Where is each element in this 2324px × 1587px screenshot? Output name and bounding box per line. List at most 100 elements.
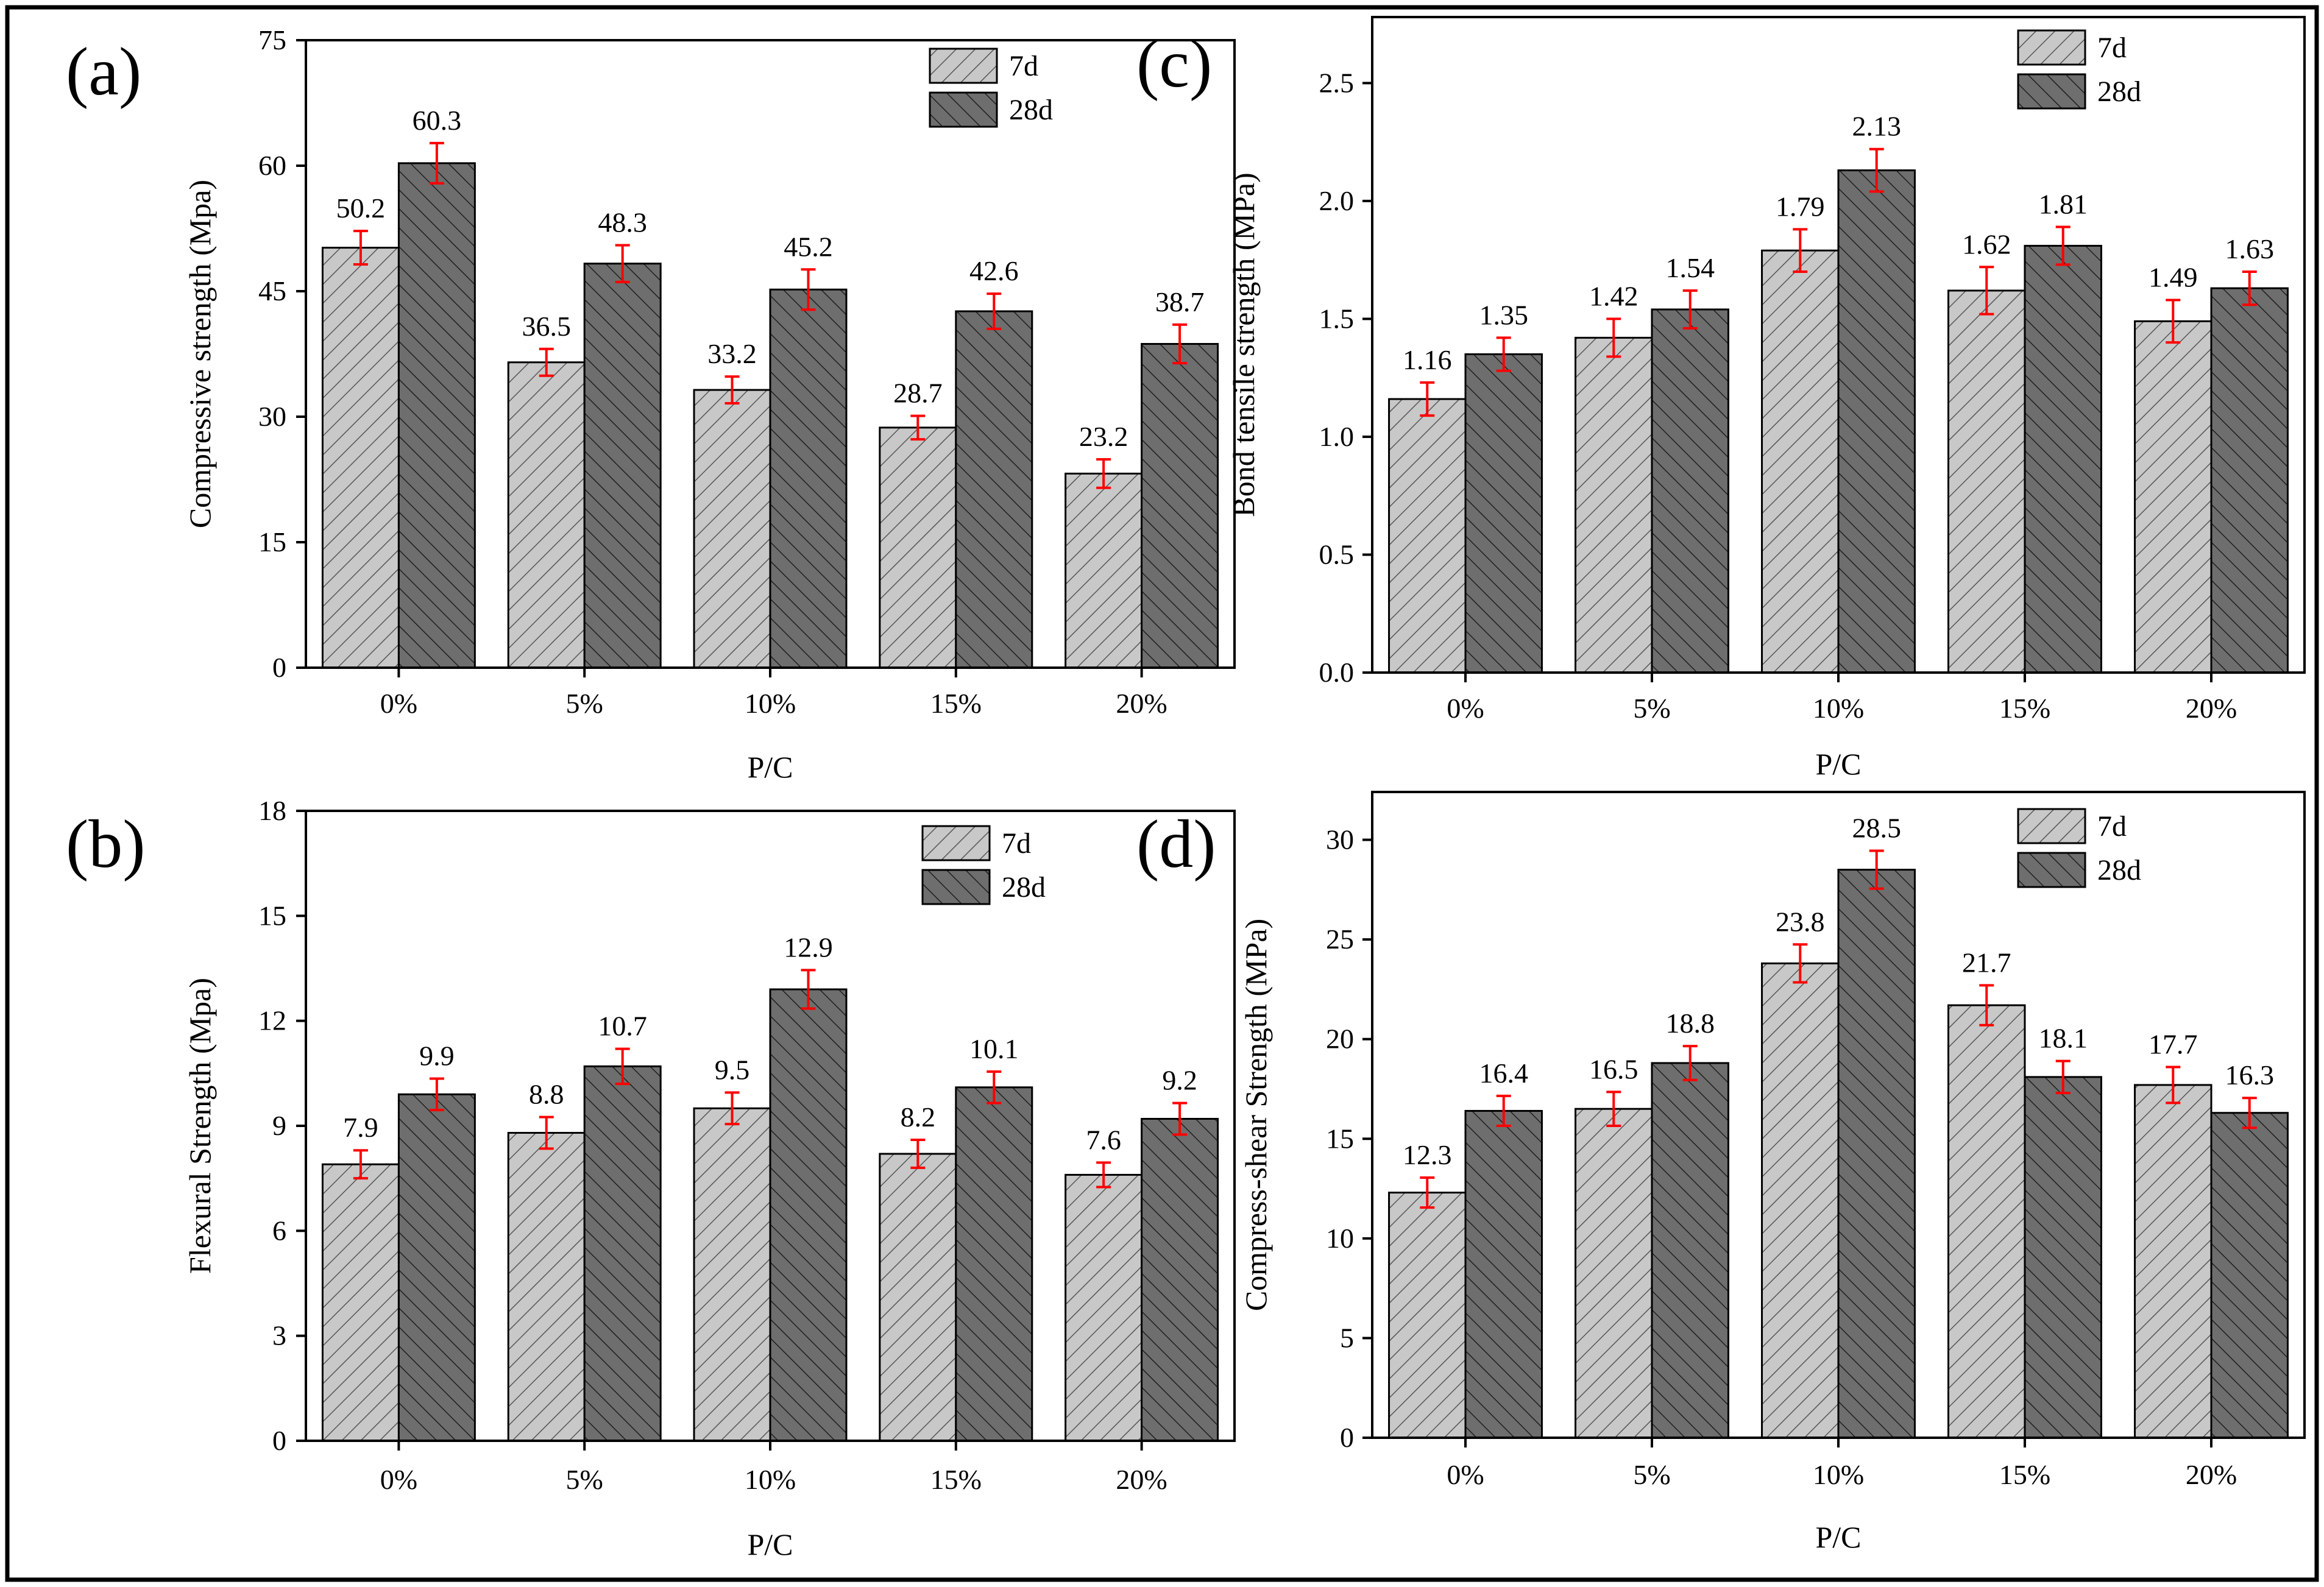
panel-c: (c) 1.16 1.42 1.79 1.62 1.49 1.35 1.54 2.13 1.81 1… xyxy=(1136,16,2306,781)
y-tick-label: 15 xyxy=(1326,1123,1354,1154)
legend-swatch-7d xyxy=(2017,808,2086,844)
x-tick-label: 5% xyxy=(566,1464,603,1495)
data-label: 28.5 xyxy=(1852,813,1901,844)
x-tick-label: 5% xyxy=(566,688,603,719)
data-label: 21.7 xyxy=(1962,947,2011,978)
x-tick-label: 5% xyxy=(1633,693,1670,724)
data-label: 23.2 xyxy=(1079,421,1128,452)
data-label: 12.3 xyxy=(1403,1139,1452,1170)
data-label: 1.35 xyxy=(1479,299,1528,330)
bar-28d-5% xyxy=(583,263,662,669)
bar-28d-0% xyxy=(1464,353,1543,674)
bar-28d-10% xyxy=(1837,869,1916,1439)
x-tick-label: 20% xyxy=(1116,688,1167,719)
bar-7d-10% xyxy=(1761,962,1840,1439)
bar-7d-20% xyxy=(2134,1084,2212,1439)
y-tick-label: 3 xyxy=(272,1320,286,1351)
data-label: 33.2 xyxy=(707,338,757,369)
y-tick-label: 18 xyxy=(258,795,286,826)
data-label: 7.6 xyxy=(1086,1124,1121,1155)
legend-label-28d: 28d xyxy=(2097,76,2141,108)
data-label: 50.2 xyxy=(336,193,386,224)
data-label: 18.8 xyxy=(1665,1008,1715,1039)
y-tick-label: 75 xyxy=(258,24,286,55)
x-tick-label: 10% xyxy=(1813,1459,1864,1490)
data-label: 1.63 xyxy=(2225,233,2274,264)
data-label: 1.16 xyxy=(1403,344,1452,375)
bar-28d-20% xyxy=(1141,1118,1219,1442)
data-label: 9.2 xyxy=(1162,1065,1197,1096)
bar-28d-5% xyxy=(583,1065,662,1442)
y-tick-label: 2.0 xyxy=(1319,185,1355,216)
panel-d: (d) 12.3 16.5 23.8 21.7 17.7 16.4 18.8 28.5 18.1 1… xyxy=(1136,791,2306,1554)
data-label: 16.5 xyxy=(1589,1053,1638,1084)
bar-7d-20% xyxy=(2134,320,2212,674)
bar-7d-20% xyxy=(1065,472,1143,669)
y-tick-label: 45 xyxy=(258,275,286,306)
x-tick-label: 0% xyxy=(380,1464,417,1495)
x-axis-label: P/C xyxy=(1815,747,1861,781)
data-label: 42.6 xyxy=(969,255,1019,286)
bar-7d-10% xyxy=(1761,249,1840,674)
y-tick-label: 15 xyxy=(258,900,286,931)
bar-7d-15% xyxy=(1947,1004,2026,1439)
data-label: 1.81 xyxy=(2038,188,2088,219)
x-tick-label: 15% xyxy=(930,688,982,719)
data-label: 10.1 xyxy=(969,1033,1019,1064)
x-tick-label: 20% xyxy=(2186,1459,2237,1490)
data-label: 36.5 xyxy=(522,311,571,342)
bar-7d-0% xyxy=(321,247,400,669)
y-tick-label: 12 xyxy=(258,1005,286,1036)
data-label: 7.9 xyxy=(343,1112,378,1143)
data-label: 12.9 xyxy=(784,931,833,963)
x-tick-label: 0% xyxy=(1447,1459,1484,1490)
x-tick-label: 10% xyxy=(1813,693,1864,724)
data-label: 45.2 xyxy=(784,231,833,262)
legend-label-28d: 28d xyxy=(2097,854,2141,886)
y-tick-label: 6 xyxy=(272,1215,286,1246)
legend-swatch-28d xyxy=(921,869,991,905)
bar-28d-20% xyxy=(2210,1112,2289,1439)
y-tick-label: 2.5 xyxy=(1319,67,1355,98)
legend-label-28d: 28d xyxy=(1009,94,1053,126)
panel-label: (c) xyxy=(1136,26,1212,102)
x-axis-label: P/C xyxy=(1815,1520,1861,1554)
data-label: 38.7 xyxy=(1155,286,1205,317)
legend-label-7d: 7d xyxy=(2097,810,2127,843)
data-label: 10.7 xyxy=(598,1011,647,1042)
panel-label: (b) xyxy=(66,807,146,882)
y-tick-label: 0 xyxy=(272,652,286,683)
data-label: 23.8 xyxy=(1776,906,1825,937)
y-tick-label: 20 xyxy=(1326,1023,1354,1055)
panel-label: (a) xyxy=(66,34,141,110)
bar-7d-10% xyxy=(693,389,771,669)
panel-a: (a) 50.2 36.5 33.2 28.7 23.2 60.3 48.3 45.2 42.6 3… xyxy=(66,24,1236,784)
bar-7d-0% xyxy=(321,1163,400,1442)
bar-7d-5% xyxy=(1575,336,1653,674)
data-label: 17.7 xyxy=(2149,1028,2198,1059)
bar-7d-5% xyxy=(1575,1108,1653,1439)
y-tick-label: 0 xyxy=(272,1425,286,1456)
data-label: 1.62 xyxy=(1962,228,2011,260)
bar-7d-15% xyxy=(1947,289,2026,674)
data-label: 28.7 xyxy=(893,378,943,409)
bar-7d-0% xyxy=(1388,1192,1467,1439)
legend-label-7d: 7d xyxy=(2097,32,2127,64)
x-tick-label: 10% xyxy=(745,1464,796,1495)
bar-28d-15% xyxy=(955,310,1033,669)
bar-28d-20% xyxy=(1141,343,1219,669)
bar-7d-20% xyxy=(1065,1173,1143,1442)
y-axis-label: Compressive strength (Mpa) xyxy=(183,180,217,528)
bar-28d-0% xyxy=(397,162,476,669)
y-axis-label: Bond tensile strength (MPa) xyxy=(1227,172,1261,517)
figure-frame xyxy=(5,5,2319,1582)
bar-7d-0% xyxy=(1388,398,1467,674)
panel-b: (b) 7.9 8.8 9.5 8.2 7.6 9.9 10.7 12.9 10.1 9.2 0 3 6 9… xyxy=(66,795,1236,1561)
bar-28d-10% xyxy=(769,988,848,1442)
data-label: 1.49 xyxy=(2149,261,2198,292)
x-tick-label: 15% xyxy=(1999,1459,2050,1490)
bar-7d-5% xyxy=(507,361,586,669)
